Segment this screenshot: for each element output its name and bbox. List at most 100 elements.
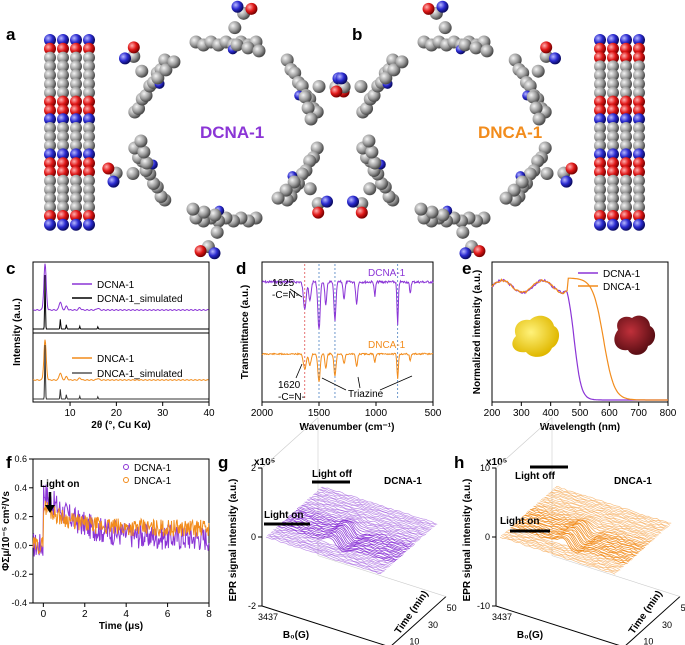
ring-atom — [422, 2, 435, 15]
ring-atom — [379, 71, 393, 85]
ring-atom — [438, 21, 452, 35]
chart-f-xtick-label: 2 — [82, 609, 88, 620]
stack-atom — [70, 139, 82, 152]
stack-atom — [633, 60, 645, 73]
stack-atom — [57, 113, 69, 126]
epr-trace — [275, 527, 392, 566]
chart-d-arrow-2 — [295, 363, 303, 379]
red-powder-photo — [614, 315, 656, 355]
chart-f-ticks: 0 2 4 6 8 -0.4 -0.2 0.0 0.2 0.4 0.6 — [11, 454, 212, 620]
epr-trace — [295, 510, 412, 548]
epr-trace — [521, 517, 637, 556]
epr-trace — [504, 531, 621, 571]
stack-atom — [44, 51, 56, 64]
epr-trace — [518, 520, 635, 558]
epr-trace — [538, 502, 654, 541]
stack-atom — [70, 78, 82, 90]
stack-atom — [594, 113, 606, 126]
stack-atom — [44, 166, 56, 178]
epr-trace — [536, 504, 652, 542]
stack-atom — [83, 69, 95, 82]
ring-atom — [515, 175, 529, 189]
chart-f-annot-lighton: Light on — [40, 479, 79, 490]
stack-atom — [620, 201, 632, 214]
legend-c-label-1: DCNA-1 — [97, 280, 135, 291]
stack-atom — [57, 201, 69, 214]
epr-trace — [499, 536, 616, 575]
legend-e-label-1: DCNA-1 — [603, 269, 641, 280]
ring-atom — [469, 41, 483, 55]
epr-trace — [534, 505, 651, 544]
legend-f-label-1: DCNA-1 — [134, 463, 172, 474]
epr-xtick-label: 3437 — [258, 612, 278, 622]
stack-atom — [633, 51, 645, 64]
stack-atom — [57, 174, 69, 187]
epr-trace — [280, 522, 397, 562]
stack-atom — [594, 210, 606, 222]
epr-trace — [278, 525, 394, 563]
chart-e-xtick-label: 800 — [660, 408, 677, 419]
ring-atom — [140, 156, 154, 170]
stack-atom — [70, 95, 82, 108]
epr-trace — [306, 499, 423, 538]
ring-atom — [355, 206, 368, 219]
chart-g-xlabel: B₀(G) — [283, 630, 309, 641]
chart-d-ticks: 2000 1500 1000 500 — [251, 402, 442, 419]
stack-atom — [594, 51, 606, 64]
stack-atom — [70, 69, 82, 82]
stack-atom — [620, 86, 632, 99]
epr-trace — [517, 520, 633, 560]
chart-e-xtick-label: 200 — [484, 408, 501, 419]
chart-c-xtick-label: 40 — [203, 408, 215, 419]
panel-label-g: g — [218, 453, 228, 472]
epr-trace — [289, 514, 405, 553]
ring-atom — [362, 134, 376, 148]
stack-atom — [633, 34, 645, 46]
chart-f-ytick-label: 0.6 — [14, 454, 27, 464]
chart-d-annot-cn1: -C=N- — [272, 290, 299, 301]
epr-z-axis — [625, 596, 681, 645]
ring-atom — [102, 162, 115, 175]
epr-trace — [304, 501, 420, 541]
dnca-label: DNCA-1 — [478, 123, 542, 142]
stack-atom — [70, 157, 82, 170]
ring-atom — [231, 0, 244, 13]
chart-c-ylabel: Intensity (a.u.) — [12, 298, 23, 366]
chart-f-xtick-label: 8 — [206, 609, 212, 620]
epr-trace — [553, 488, 669, 527]
epr-trace — [310, 496, 427, 535]
stack-atom — [70, 42, 82, 55]
stack-atom — [70, 166, 82, 178]
epr-trace — [555, 485, 672, 524]
ring-atom — [159, 63, 173, 77]
stack-atom — [633, 157, 645, 170]
ring-atom — [298, 90, 312, 104]
chart-h-axes: -1001034373593103050 — [477, 417, 685, 645]
stack-atom — [83, 113, 95, 126]
stack-atom — [620, 157, 632, 170]
stack-atom — [620, 51, 632, 64]
epr-grid — [495, 417, 553, 469]
ring-atom — [456, 225, 470, 239]
epr-trace — [268, 534, 384, 573]
chart-d-triazine-arrow-1 — [321, 377, 347, 391]
ring-atom — [532, 112, 546, 126]
stack-atom — [70, 183, 82, 196]
chart-f-xtick-label: 4 — [123, 609, 129, 620]
stack-atom — [83, 122, 95, 134]
stack-atom — [620, 139, 632, 152]
stack-atom — [633, 148, 645, 161]
epr-trace — [313, 494, 429, 532]
stack-atom — [70, 192, 82, 205]
stack-atom — [620, 95, 632, 108]
stack-atom — [633, 42, 645, 55]
ring-atom — [135, 64, 149, 78]
stack-atom — [594, 201, 606, 214]
stack-atom — [607, 122, 619, 134]
stack-atom — [44, 139, 56, 152]
epr-trace — [554, 487, 671, 526]
epr-ztick-label: 50 — [681, 603, 685, 613]
stack-atom — [594, 69, 606, 82]
chart-f-xlabel: Time (μs) — [99, 621, 143, 632]
epr-trace — [265, 536, 382, 574]
